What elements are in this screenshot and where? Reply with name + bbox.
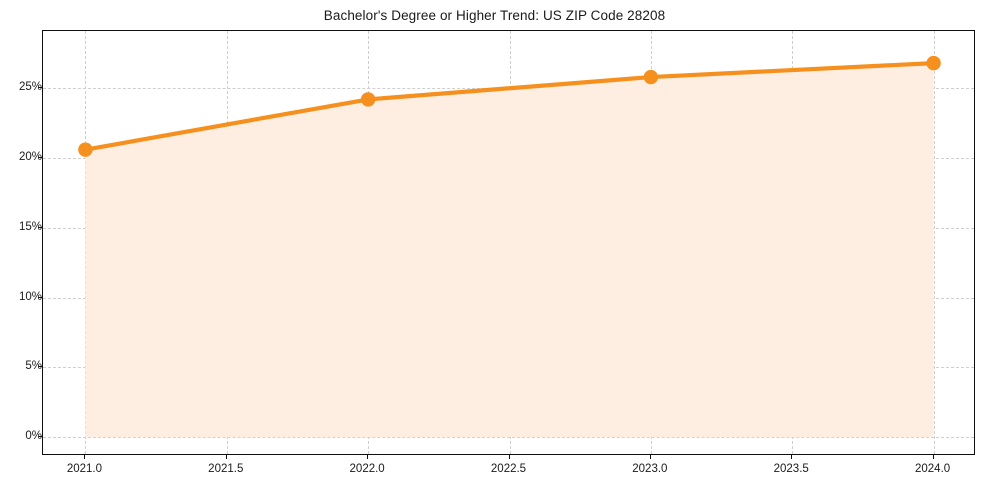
x-tick-mark-2021.5 xyxy=(225,455,227,459)
y-axis-ticks xyxy=(0,0,42,490)
y-axis-labels: 0% 5% 10% 15% 20% 25% xyxy=(0,0,42,490)
x-tick-mark-2022.0 xyxy=(367,455,369,459)
x-tick-label-2024.0: 2024.0 xyxy=(914,463,951,475)
series-area-line xyxy=(78,55,941,438)
y-tick-mark-25% xyxy=(38,87,42,89)
x-tick-mark-2023.0 xyxy=(649,455,651,459)
y-tick-label-0%: 0% xyxy=(25,430,42,443)
x-tick-mark-2023.5 xyxy=(791,455,793,459)
x-tick-label-2023.0: 2023.0 xyxy=(632,463,668,475)
y-tick-label-15%: 15% xyxy=(18,220,42,233)
data-point-2023 xyxy=(643,69,659,85)
area-fill xyxy=(85,63,934,438)
plot-area xyxy=(42,30,975,455)
x-tick-label-2022.5: 2022.5 xyxy=(490,463,527,475)
y-tick-mark-15% xyxy=(38,226,42,228)
trend-line xyxy=(83,61,936,152)
x-tick-label-2023.5: 2023.5 xyxy=(773,463,809,475)
y-tick-label-5%: 5% xyxy=(25,360,42,373)
y-tick-mark-10% xyxy=(38,296,42,298)
y-tick-mark-0% xyxy=(38,436,42,438)
gridline-x-2024.0 xyxy=(933,31,935,454)
x-axis: 2021.0 2021.5 2022.0 2022.5 2023.0 2023.5 2024… xyxy=(0,455,989,490)
x-tick-label-2022.0: 2022.0 xyxy=(349,463,385,475)
y-tick-mark-5% xyxy=(38,366,42,368)
x-tick-label-2021.0: 2021.0 xyxy=(66,463,102,475)
y-tick-label-10%: 10% xyxy=(18,290,42,303)
data-point-markers xyxy=(78,55,941,157)
x-tick-label-2021.5: 2021.5 xyxy=(208,463,244,475)
data-point-2022 xyxy=(360,92,376,107)
data-point-2021 xyxy=(78,142,93,157)
data-point-2024 xyxy=(926,55,941,71)
y-tick-label-20%: 20% xyxy=(18,151,42,163)
gridline-y-0% xyxy=(43,437,974,439)
x-tick-mark-2022.5 xyxy=(508,455,510,459)
chart-title: Bachelor's Degree or Higher Trend: US ZI… xyxy=(323,8,666,23)
x-tick-mark-2021.0 xyxy=(84,455,86,459)
y-tick-label-25%: 25% xyxy=(18,81,42,94)
y-tick-mark-20% xyxy=(38,157,42,158)
x-tick-mark-2024.0 xyxy=(932,455,934,459)
